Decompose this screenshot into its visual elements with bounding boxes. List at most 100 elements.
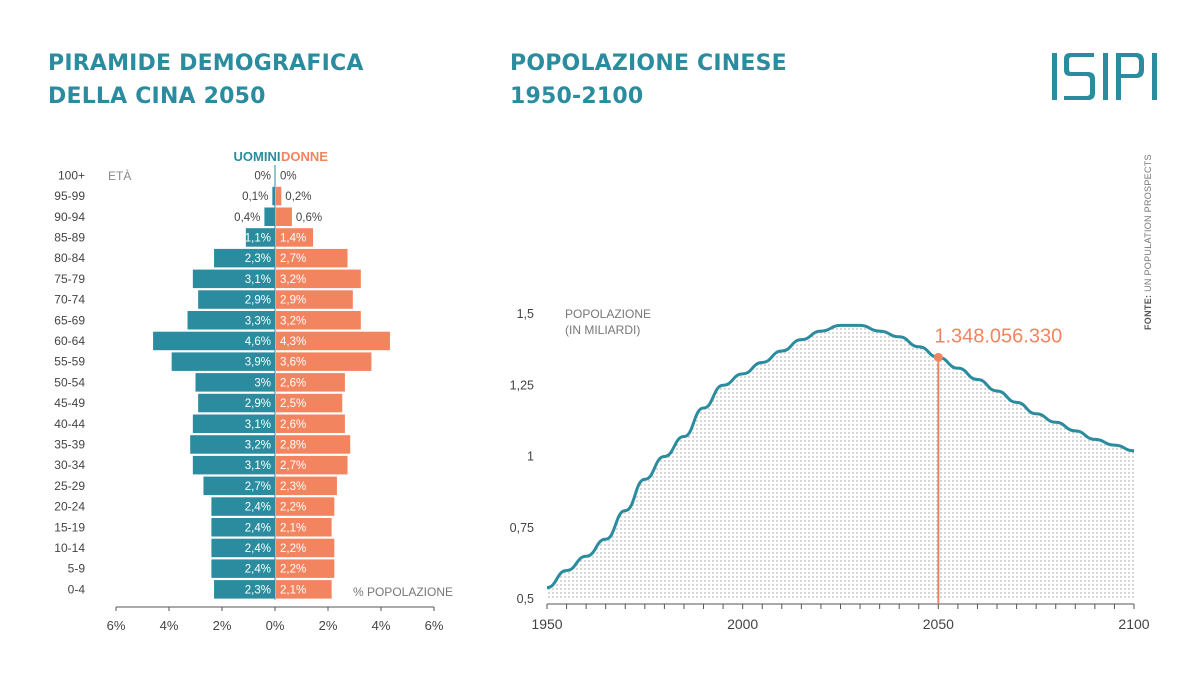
highlight-point bbox=[933, 352, 943, 362]
bar-men bbox=[198, 290, 275, 309]
bar-women-value-label: 2,6% bbox=[280, 377, 306, 389]
bar-women bbox=[276, 373, 345, 392]
x-tick-label: 2100 bbox=[1118, 616, 1149, 632]
bar-men bbox=[192, 455, 275, 475]
bar-women-value-label: 2,2% bbox=[280, 543, 306, 555]
bar-women bbox=[276, 518, 332, 537]
bar-men-value-label: 3,2% bbox=[245, 439, 271, 451]
bar-men-value-label: 0% bbox=[254, 170, 271, 182]
bar-men-value-label: 2,9% bbox=[245, 398, 271, 410]
bar-women bbox=[276, 269, 361, 289]
y-axis-label-line2: (IN MILIARDI) bbox=[565, 323, 640, 337]
ispi-logo bbox=[1050, 50, 1160, 109]
x-tick-label: 6% bbox=[107, 618, 126, 633]
x-tick-label: 4% bbox=[160, 618, 179, 633]
age-label: 20-24 bbox=[54, 500, 85, 514]
bar-women bbox=[276, 186, 282, 206]
bar-women bbox=[276, 207, 292, 226]
age-label: 90-94 bbox=[54, 210, 85, 224]
x-tick-label: 2% bbox=[319, 618, 338, 633]
women-legend-label: DONNE bbox=[281, 149, 328, 164]
age-label: 35-39 bbox=[54, 437, 85, 451]
x-tick-label: 2000 bbox=[727, 616, 758, 632]
bar-men bbox=[190, 435, 275, 454]
age-label: 10-14 bbox=[54, 541, 85, 555]
bar-women-value-label: 2,2% bbox=[280, 564, 306, 576]
bar-women-value-label: 2,9% bbox=[280, 295, 306, 307]
age-label: 65-69 bbox=[54, 313, 85, 327]
age-label: 60-64 bbox=[54, 334, 85, 348]
bar-men-value-label: 3,9% bbox=[245, 357, 271, 369]
bar-women bbox=[276, 352, 372, 371]
bar-women-value-label: 2,7% bbox=[280, 253, 306, 265]
bar-men-value-label: 3,1% bbox=[245, 419, 271, 431]
bar-women-value-label: 2,3% bbox=[280, 481, 306, 493]
bar-men-value-label: 3,1% bbox=[245, 460, 271, 472]
bar-women bbox=[276, 290, 353, 309]
bar-men bbox=[211, 497, 275, 516]
x-tick-label: 4% bbox=[372, 618, 391, 633]
bar-men bbox=[187, 311, 275, 330]
bar-women-value-label: 3,2% bbox=[280, 274, 306, 286]
age-label: 80-84 bbox=[54, 251, 85, 265]
bar-men-value-label: 2,7% bbox=[245, 481, 271, 493]
bar-women-value-label: 3,6% bbox=[280, 357, 306, 369]
bar-men-value-label: 2,4% bbox=[245, 502, 271, 514]
bar-men bbox=[198, 393, 275, 413]
y-tick-label: 0,5 bbox=[517, 592, 534, 606]
bar-men-value-label: 1,1% bbox=[245, 232, 271, 244]
age-label: 95-99 bbox=[54, 189, 85, 203]
age-label: 75-79 bbox=[54, 272, 85, 286]
bar-men-value-label: 3% bbox=[254, 377, 271, 389]
bar-women bbox=[276, 414, 345, 433]
bar-men-value-label: 0,1% bbox=[242, 191, 268, 203]
y-tick-label: 1,5 bbox=[517, 307, 534, 321]
pyramid-title-line2: DELLA CINA 2050 bbox=[48, 84, 266, 109]
axis-note: % POPOLAZIONE bbox=[353, 585, 453, 599]
bar-women bbox=[276, 228, 314, 247]
bar-women bbox=[276, 580, 332, 599]
age-label: 50-54 bbox=[54, 375, 85, 389]
bar-men-value-label: 2,3% bbox=[245, 253, 271, 265]
bar-men-value-label: 2,9% bbox=[245, 295, 271, 307]
age-label: 70-74 bbox=[54, 293, 85, 307]
age-label: 40-44 bbox=[54, 417, 85, 431]
bar-men-value-label: 2,3% bbox=[245, 584, 271, 596]
x-tick-label: 2% bbox=[213, 618, 232, 633]
bar-men bbox=[264, 207, 275, 226]
bar-women bbox=[276, 497, 335, 516]
x-tick-label: 1950 bbox=[531, 616, 562, 632]
bar-men-value-label: 0,4% bbox=[234, 212, 260, 224]
bar-women-value-label: 0,6% bbox=[296, 212, 322, 224]
bar-women-value-label: 3,2% bbox=[280, 315, 306, 327]
age-label: 15-19 bbox=[54, 520, 85, 534]
bar-women-value-label: 2,5% bbox=[280, 398, 306, 410]
age-label: 85-89 bbox=[54, 230, 85, 244]
bar-women-value-label: 2,6% bbox=[280, 419, 306, 431]
age-label: 30-34 bbox=[54, 458, 85, 472]
bar-men bbox=[203, 476, 275, 496]
bar-women-value-label: 1,4% bbox=[280, 232, 306, 244]
bar-women-value-label: 4,3% bbox=[280, 336, 306, 348]
bar-men-value-label: 3,3% bbox=[245, 315, 271, 327]
y-tick-label: 1,25 bbox=[510, 378, 534, 392]
bar-women bbox=[276, 455, 348, 475]
bar-women-value-label: 2,8% bbox=[280, 439, 306, 451]
bar-women bbox=[276, 559, 335, 578]
age-label: 0-4 bbox=[68, 582, 86, 596]
line-chart-title-line1: POPOLAZIONE CINESE bbox=[510, 51, 787, 76]
y-tick-label: 1 bbox=[527, 450, 534, 464]
x-tick-label: 2050 bbox=[923, 616, 954, 632]
age-header: ETÀ bbox=[108, 168, 131, 183]
bar-men bbox=[211, 538, 275, 558]
bar-women bbox=[276, 248, 348, 268]
area-fill bbox=[547, 325, 1134, 599]
age-label: 100+ bbox=[58, 168, 85, 182]
age-label: 55-59 bbox=[54, 355, 85, 369]
x-tick-label: 6% bbox=[425, 618, 444, 633]
bar-men-value-label: 2,4% bbox=[245, 543, 271, 555]
bar-men bbox=[272, 186, 275, 206]
age-label: 45-49 bbox=[54, 396, 85, 410]
bar-men bbox=[195, 373, 275, 392]
